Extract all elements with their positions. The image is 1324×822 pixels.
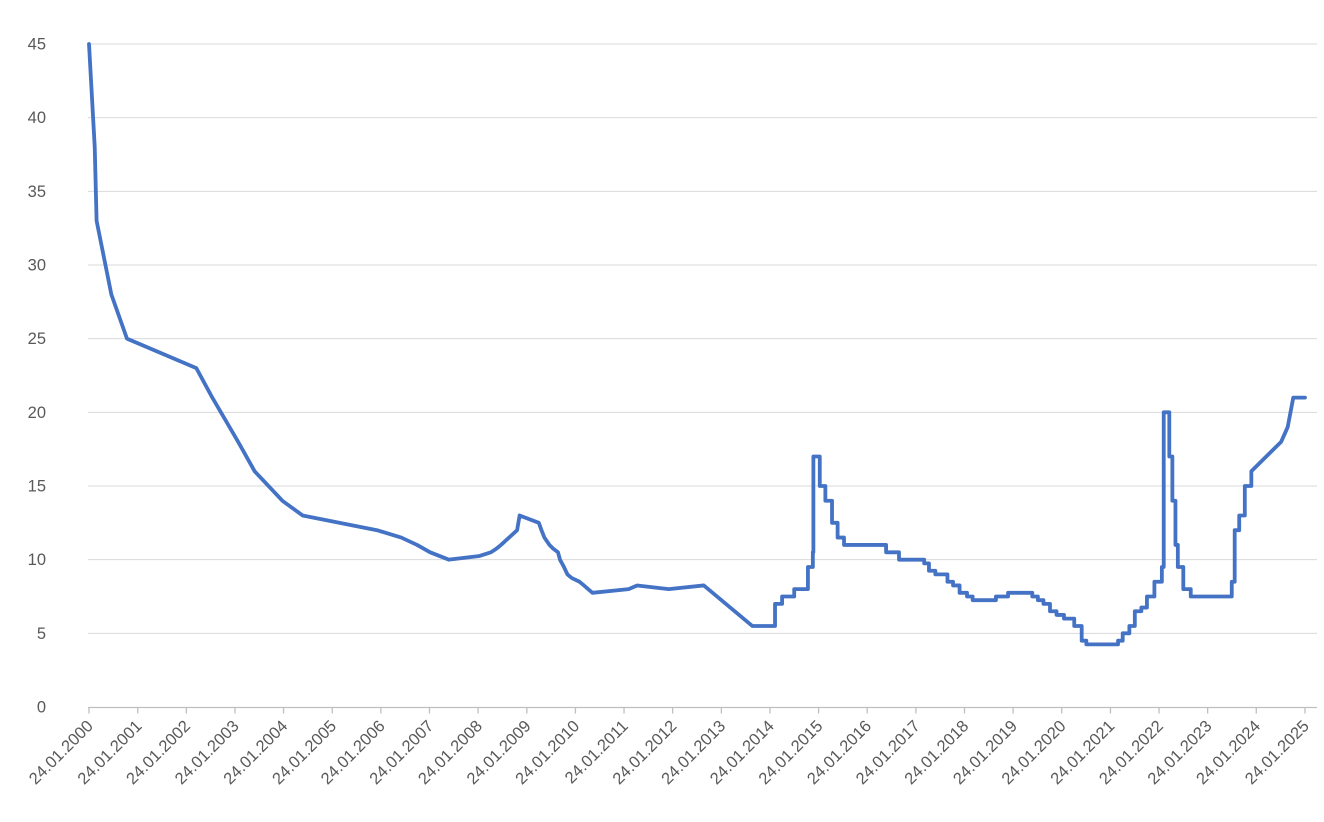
rate-line-series — [87, 42, 1307, 647]
y-tick-label: 35 — [28, 183, 46, 201]
y-tick-label: 20 — [28, 404, 46, 422]
y-tick-label: 10 — [28, 551, 46, 569]
y-tick-labels: 0 5 10 15 20 25 30 35 40 45 — [28, 36, 46, 717]
x-tick-labels: 24.01.200024.01.200124.01.200224.01.2003… — [26, 717, 1313, 788]
y-tick-label: 45 — [28, 36, 46, 54]
y-tick-label: 25 — [28, 330, 46, 348]
y-tick-label: 5 — [37, 625, 46, 643]
x-axis — [88, 706, 1317, 714]
y-tick-label: 0 — [37, 699, 46, 717]
y-tick-label: 30 — [28, 257, 46, 275]
y-tick-label: 15 — [28, 478, 46, 496]
y-tick-label: 40 — [28, 109, 46, 127]
gridlines — [88, 43, 1317, 634]
